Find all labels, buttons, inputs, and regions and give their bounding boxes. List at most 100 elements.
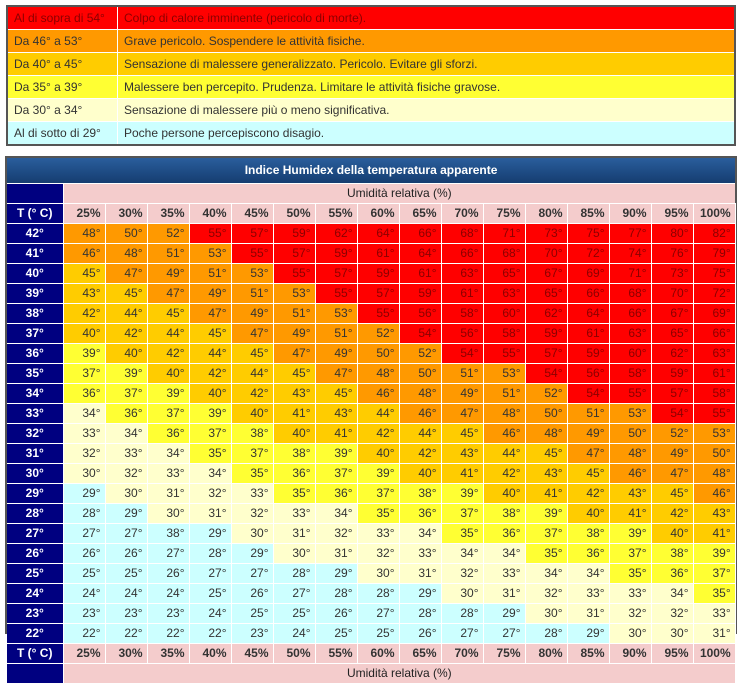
temperature-row-label: 23° — [7, 603, 64, 624]
humidex-cell: 47° — [441, 403, 484, 424]
humidity-column-header: 90% — [609, 203, 652, 224]
humidex-cell: 28° — [357, 583, 400, 604]
humidex-cell: 48° — [609, 443, 652, 464]
humidex-cell: 39° — [525, 503, 568, 524]
temperature-row-label: 22° — [7, 623, 64, 644]
legend-range: Al di sotto di 29° — [6, 121, 118, 146]
humidex-cell: 24° — [147, 583, 190, 604]
humidex-cell: 34° — [189, 463, 232, 484]
humidex-cell: 31° — [147, 483, 190, 504]
humidex-cell: 27° — [147, 543, 190, 564]
humidex-cell: 40° — [567, 503, 610, 524]
humidex-cell: 22° — [63, 623, 106, 644]
humidex-cell: 50° — [357, 343, 400, 364]
humidex-cell: 33° — [483, 563, 526, 584]
humidex-cell: 42° — [399, 443, 442, 464]
humidex-cell: 41° — [273, 403, 316, 424]
humidity-column-header: 55% — [315, 643, 358, 664]
humidex-cell: 59° — [399, 283, 442, 304]
humidex-cell: 55° — [189, 223, 232, 244]
humidex-cell: 24° — [273, 623, 316, 644]
humidex-cell: 30° — [273, 543, 316, 564]
humidex-cell: 67° — [525, 263, 568, 284]
humidex-cell: 57° — [273, 243, 316, 264]
humidex-cell: 41° — [525, 483, 568, 504]
humidex-cell: 31° — [273, 523, 316, 544]
humidity-column-header: 50% — [273, 203, 316, 224]
humidex-cell: 31° — [483, 583, 526, 604]
humidex-cell: 31° — [399, 563, 442, 584]
humidex-cell: 45° — [63, 263, 106, 284]
humidex-cell: 62° — [315, 223, 358, 244]
humidex-cell: 38° — [273, 443, 316, 464]
humidex-cell: 22° — [105, 623, 148, 644]
humidity-column-header: 75% — [483, 203, 526, 224]
table-row: 23° 23° 23° 23° 24° 25° 25° 26° 27° 28° 28° 29° 30° 3… — [7, 603, 736, 624]
humidex-cell: 40° — [147, 363, 190, 384]
humidex-cell: 44° — [189, 343, 232, 364]
humidity-column-header: 40% — [189, 643, 232, 664]
table-row: 29° 29° 30° 31° 32° 33° 35° 36° 37° 38° 39° 40° 41° 4… — [7, 483, 736, 504]
table-row: 41° 46° 48° 51° 53° 55° 57° 59° 61° 64° 66° 68° 70° 7… — [7, 243, 736, 264]
legend-row: Al di sopra di 54° Colpo di calore immine… — [6, 5, 736, 30]
humidex-cell: 60° — [609, 343, 652, 364]
humidex-cell: 25° — [315, 623, 358, 644]
humidex-cell: 42° — [567, 483, 610, 504]
humidex-cell: 27° — [231, 563, 274, 584]
humidex-cell: 27° — [63, 523, 106, 544]
humidex-cell: 43° — [273, 383, 316, 404]
humidex-cell: 45° — [567, 463, 610, 484]
humidex-cell: 51° — [273, 303, 316, 324]
humidex-cell: 45° — [441, 423, 484, 444]
humidex-cell: 48° — [357, 363, 400, 384]
humidex-cell: 50° — [693, 443, 736, 464]
humidex-cell: 36° — [105, 403, 148, 424]
temperature-row-label: 31° — [7, 443, 64, 464]
humidity-column-header: 30% — [105, 643, 148, 664]
humidex-cell: 49° — [231, 303, 274, 324]
temperature-row-label: 36° — [7, 343, 64, 364]
table-row: 42° 48° 50° 52° 55° 57° 59° 62° 64° 66° 68° 71° 73° 7… — [7, 223, 736, 244]
humidex-cell: 32° — [651, 603, 694, 624]
humidex-cell: 41° — [315, 423, 358, 444]
humidex-cell: 62° — [651, 343, 694, 364]
humidex-cell: 46° — [357, 383, 400, 404]
humidex-cell: 34° — [147, 443, 190, 464]
humidex-cell: 45° — [105, 283, 148, 304]
humidex-cell: 30° — [609, 623, 652, 644]
humidex-cell: 44° — [105, 303, 148, 324]
humidity-column-header: 25% — [63, 203, 106, 224]
table-row: 28° 28° 29° 30° 31° 32° 33° 34° 35° 36° 37° 38° 39° 4… — [7, 503, 736, 524]
humidex-cell: 51° — [147, 243, 190, 264]
humidex-cell: 45° — [315, 383, 358, 404]
temperature-row-label: 28° — [7, 503, 64, 524]
legend-range: Da 40° a 45° — [6, 52, 118, 76]
humidex-cell: 40° — [231, 403, 274, 424]
humidity-column-header: 25% — [63, 643, 106, 664]
table-row: 25° 25° 25° 26° 27° 27° 28° 29° 30° 31° 32° 33° 34° 3… — [7, 563, 736, 584]
humidex-cell: 66° — [567, 283, 610, 304]
legend-description: Grave pericolo. Sospendere le attività f… — [117, 29, 736, 53]
temperature-row-label: 34° — [7, 383, 64, 404]
legend-row: Da 35° a 39° Malessere ben percepito. Pru… — [6, 75, 736, 99]
humidex-cell: 30° — [651, 623, 694, 644]
humidex-cell: 35° — [525, 543, 568, 564]
humidex-cell: 27° — [273, 583, 316, 604]
humidex-cell: 45° — [231, 343, 274, 364]
temperature-footer: T (° C) — [7, 643, 64, 664]
humidex-cell: 29° — [483, 603, 526, 624]
humidex-cell: 23° — [231, 623, 274, 644]
humidex-cell: 77° — [609, 223, 652, 244]
humidex-cell: 29° — [105, 503, 148, 524]
humidex-cell: 39° — [315, 443, 358, 464]
humidex-cell: 26° — [315, 603, 358, 624]
humidex-cell: 44° — [147, 323, 190, 344]
humidity-column-header: 80% — [525, 203, 568, 224]
humidex-cell: 61° — [441, 283, 484, 304]
humidex-cell: 31° — [315, 543, 358, 564]
table-row: 27° 27° 27° 38° 29° 30° 31° 32° 33° 34° 35° 36° 37° 3… — [7, 523, 736, 544]
humidex-cell: 42° — [105, 323, 148, 344]
legend-range: Al di sopra di 54° — [6, 5, 118, 30]
humidex-cell: 25° — [63, 563, 106, 584]
humidex-cell: 22° — [189, 623, 232, 644]
